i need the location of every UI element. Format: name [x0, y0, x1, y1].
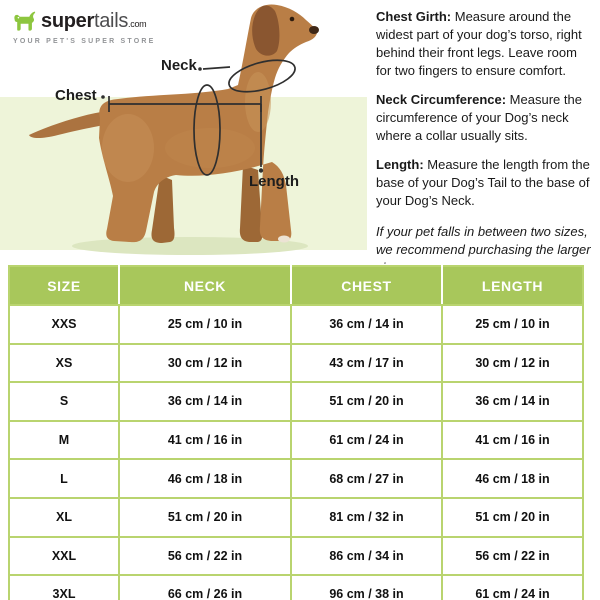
table-row: S 36 cm / 14 in 51 cm / 20 in 36 cm / 14…: [8, 381, 584, 422]
cell-chest: 36 cm / 14 in: [290, 304, 443, 345]
chest-girth-title: Chest Girth:: [376, 9, 452, 24]
cell-neck: 66 cm / 26 in: [118, 574, 292, 600]
dog-logo-icon: [14, 11, 36, 31]
cell-chest: 96 cm / 38 in: [290, 574, 443, 600]
cell-neck: 36 cm / 14 in: [118, 381, 292, 422]
header-size: SIZE: [9, 266, 119, 306]
cell-neck: 30 cm / 12 in: [118, 342, 292, 384]
chest-girth-text: Measure around the widest part of your d…: [376, 9, 582, 78]
neck-circumference-title: Neck Circumference:: [376, 92, 507, 107]
table-row: L 46 cm / 18 in 68 cm / 27 in 46 cm / 18…: [8, 458, 584, 499]
cell-length: 36 cm / 14 in: [441, 381, 584, 422]
length-label: Length: [249, 173, 299, 190]
cell-size: S: [8, 381, 120, 422]
header-chest: CHEST: [290, 266, 442, 306]
cell-neck: 25 cm / 10 in: [118, 304, 292, 345]
cell-size: 3XL: [8, 574, 120, 600]
cell-size: XXL: [8, 535, 120, 577]
dog-image: [29, 4, 319, 243]
chest-girth-paragraph: Chest Girth: Measure around the widest p…: [376, 8, 592, 80]
supertails-logo: supertails.com YOUR PET'S SUPER STORE: [12, 10, 156, 45]
brand-tld: .com: [128, 19, 147, 29]
cell-length: 61 cm / 24 in: [441, 574, 584, 600]
cell-length: 56 cm / 22 in: [441, 535, 584, 577]
table-row: XXS 25 cm / 10 in 36 cm / 14 in 25 cm / …: [8, 304, 584, 345]
cell-neck: 41 cm / 16 in: [118, 419, 292, 461]
brand-name: supertails.com: [41, 10, 147, 34]
table-row: XXL 56 cm / 22 in 86 cm / 34 in 56 cm / …: [8, 535, 584, 577]
neck-loop: [228, 59, 296, 93]
table-row: XS 30 cm / 12 in 43 cm / 17 in 30 cm / 1…: [8, 342, 584, 384]
cell-chest: 86 cm / 34 in: [290, 535, 443, 577]
table-row: XL 51 cm / 20 in 81 cm / 32 in 51 cm / 2…: [8, 496, 584, 538]
neck-label: Neck: [161, 57, 197, 74]
chest-label: Chest: [55, 87, 97, 104]
table-row: 3XL 66 cm / 26 in 96 cm / 38 in 61 cm / …: [8, 574, 584, 600]
dog-illustration-svg: [0, 4, 367, 255]
header-neck: NECK: [118, 266, 291, 306]
table-header-row: SIZE NECK CHEST LENGTH: [9, 266, 583, 306]
cell-neck: 51 cm / 20 in: [118, 496, 292, 538]
cell-length: 51 cm / 20 in: [441, 496, 584, 538]
neck-pointer-line: [202, 66, 231, 70]
cell-chest: 61 cm / 24 in: [290, 419, 443, 461]
cell-length: 46 cm / 18 in: [441, 458, 584, 499]
table-row: M 41 cm / 16 in 61 cm / 24 in 41 cm / 16…: [8, 419, 584, 461]
brand-tails: tails: [93, 10, 129, 32]
length-text: Measure the length from the base of your…: [376, 157, 590, 208]
neck-circumference-paragraph: Neck Circumference: Measure the circumfe…: [376, 91, 592, 145]
cell-chest: 51 cm / 20 in: [290, 381, 443, 422]
cell-size: XS: [8, 342, 120, 384]
cell-chest: 68 cm / 27 in: [290, 458, 443, 499]
measurement-instructions: Chest Girth: Measure around the widest p…: [376, 8, 592, 288]
cell-size: XXS: [8, 304, 120, 345]
measurement-annotations: [108, 59, 296, 176]
brand-super: super: [41, 10, 94, 32]
header-length: LENGTH: [441, 266, 583, 306]
length-paragraph: Length: Measure the length from the base…: [376, 156, 592, 210]
cell-size: XL: [8, 496, 120, 538]
cell-size: M: [8, 419, 120, 461]
size-chart-table: SIZE NECK CHEST LENGTH XXS 25 cm / 10 in…: [8, 265, 584, 600]
cell-length: 30 cm / 12 in: [441, 342, 584, 384]
cell-chest: 43 cm / 17 in: [290, 342, 443, 384]
dog-measurement-diagram: Neck Chest Length: [0, 0, 380, 265]
cell-length: 41 cm / 16 in: [441, 419, 584, 461]
cell-neck: 56 cm / 22 in: [118, 535, 292, 577]
cell-chest: 81 cm / 32 in: [290, 496, 443, 538]
cell-neck: 46 cm / 18 in: [118, 458, 292, 499]
neck-circumference-text: Measure the circumference of your Dog’s …: [376, 92, 582, 143]
chest-girth-loop: [193, 84, 221, 176]
brand-tagline: YOUR PET'S SUPER STORE: [13, 38, 156, 45]
cell-size: L: [8, 458, 120, 499]
length-title: Length:: [376, 157, 424, 172]
cell-length: 25 cm / 10 in: [441, 304, 584, 345]
